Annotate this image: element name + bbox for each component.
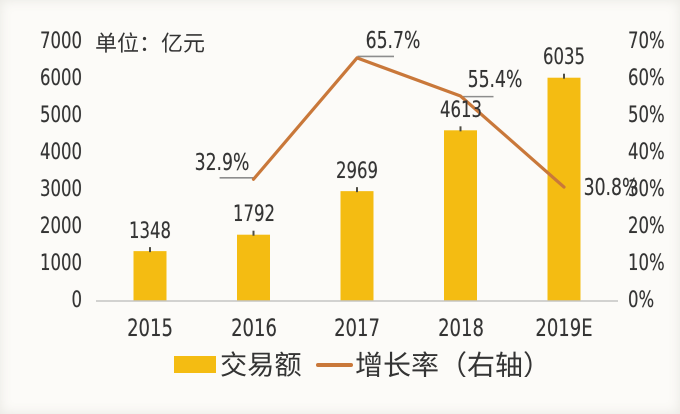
right-axis-tick-40%: 40%	[628, 140, 665, 165]
right-axis-tick-70%: 70%	[628, 29, 665, 54]
line-value-label-30.8%: 30.8%	[583, 174, 639, 201]
x-axis-label-2016: 2016	[230, 313, 277, 342]
legend-label-bar-glyphs	[221, 350, 301, 377]
bar-value-label-6035: 6035	[543, 45, 585, 71]
x-axis-label-2017: 2017	[334, 313, 380, 342]
x-axis-label-2015: 2015	[127, 313, 173, 342]
line-value-label-55.4%: 55.4%	[467, 66, 523, 93]
bar-2019E	[547, 77, 581, 301]
right-axis-tick-50%: 50%	[628, 103, 665, 128]
line-value-label-65.7%: 65.7%	[365, 27, 421, 54]
left-axis-tick-5000: 5000	[40, 103, 82, 128]
bar-top-tick	[459, 126, 462, 132]
left-axis-tick-0: 0	[71, 288, 83, 313]
bar-value-label-4613: 4613	[439, 97, 482, 123]
growth-line	[251, 56, 566, 189]
bar-top-tick	[252, 230, 255, 236]
bar-value-label-2969: 2969	[336, 158, 378, 184]
right-axis-tick-10%: 10%	[628, 251, 665, 276]
bar-2017	[340, 191, 374, 301]
bar-2015	[133, 251, 167, 301]
left-axis-tick-3000: 3000	[40, 177, 82, 202]
right-axis-tick-0%: 0%	[628, 288, 655, 313]
line-value-label-32.9%: 32.9%	[194, 149, 250, 176]
left-axis-tick-2000: 2000	[40, 214, 82, 239]
bar-value-label-1348: 1348	[129, 218, 171, 244]
legend-label-line-glyphs	[355, 350, 532, 378]
bar-top-tick	[149, 247, 151, 253]
bar-top-tick	[563, 73, 565, 79]
legend-label-bar: 交易额	[220, 350, 302, 377]
unit-label-glyphs	[96, 32, 205, 54]
left-axis-tick-4000: 4000	[40, 140, 82, 165]
right-axis-tick-60%: 60%	[628, 66, 665, 91]
left-axis-tick-7000: 7000	[40, 29, 82, 54]
legend-swatch-line	[316, 362, 353, 367]
bar-2018	[444, 130, 477, 301]
legend-label-line: 增长率（右轴）	[355, 350, 551, 378]
legend-swatch-bar	[174, 355, 216, 374]
right-axis-tick-20%: 20%	[628, 214, 665, 239]
x-axis-label-2019E: 2019E	[535, 313, 593, 342]
left-axis-tick-6000: 6000	[40, 66, 82, 91]
right-axis-tick-30%: 30%	[628, 177, 665, 202]
bar-2016	[237, 234, 270, 301]
x-axis-label-2018: 2018	[437, 313, 484, 342]
bar-top-tick	[356, 187, 358, 193]
bar-value-label-1792: 1792	[232, 202, 275, 228]
left-axis-tick-1000: 1000	[40, 251, 82, 276]
unit-label: 单位：亿元	[95, 32, 205, 54]
